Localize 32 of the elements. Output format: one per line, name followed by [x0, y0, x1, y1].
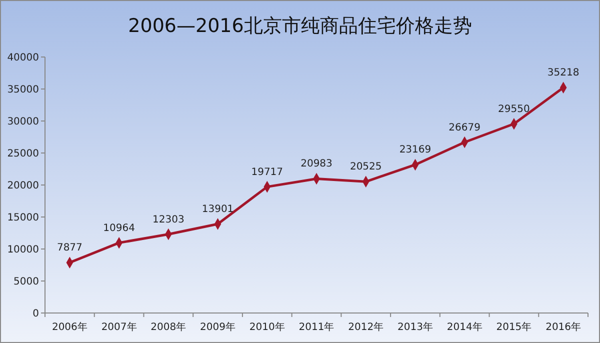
data-label: 26679	[448, 122, 480, 134]
x-tick-label: 2010年	[249, 321, 285, 333]
x-tick-label: 2012年	[348, 321, 384, 333]
data-label: 7877	[56, 242, 82, 254]
x-tick-label: 2008年	[150, 321, 186, 333]
x-tick-label: 2009年	[200, 321, 236, 333]
data-label: 19717	[251, 166, 284, 178]
y-tick-label: 5000	[14, 276, 39, 288]
data-label: 12303	[152, 214, 184, 226]
data-label: 20525	[350, 162, 382, 173]
y-tick-label: 25000	[7, 148, 39, 160]
x-tick-label: 2015年	[496, 321, 532, 333]
x-tick-label: 2013年	[398, 321, 433, 333]
x-tick-label: 2014年	[446, 321, 482, 333]
x-tick-label: 2006年	[52, 321, 88, 333]
x-tick-label: 2007年	[101, 321, 137, 333]
y-tick-label: 35000	[7, 84, 39, 96]
data-label: 20983	[300, 158, 332, 170]
chart-title: 2006—2016北京市纯商品住宅价格走势	[128, 15, 472, 37]
y-tick-label: 20000	[7, 180, 39, 192]
x-tick-label: 2011年	[298, 321, 334, 333]
data-label: 10964	[103, 222, 135, 234]
data-label: 35218	[547, 68, 580, 79]
data-label: 13901	[202, 204, 234, 216]
y-tick-label: 40000	[7, 52, 39, 64]
y-tick-label: 30000	[7, 116, 39, 128]
data-label: 23169	[399, 144, 432, 156]
y-tick-label: 10000	[7, 244, 39, 256]
x-tick-label: 2016年	[546, 321, 582, 333]
data-label: 29550	[498, 104, 530, 115]
y-tick-label: 15000	[7, 212, 39, 224]
y-tick-label: 0	[32, 308, 39, 320]
